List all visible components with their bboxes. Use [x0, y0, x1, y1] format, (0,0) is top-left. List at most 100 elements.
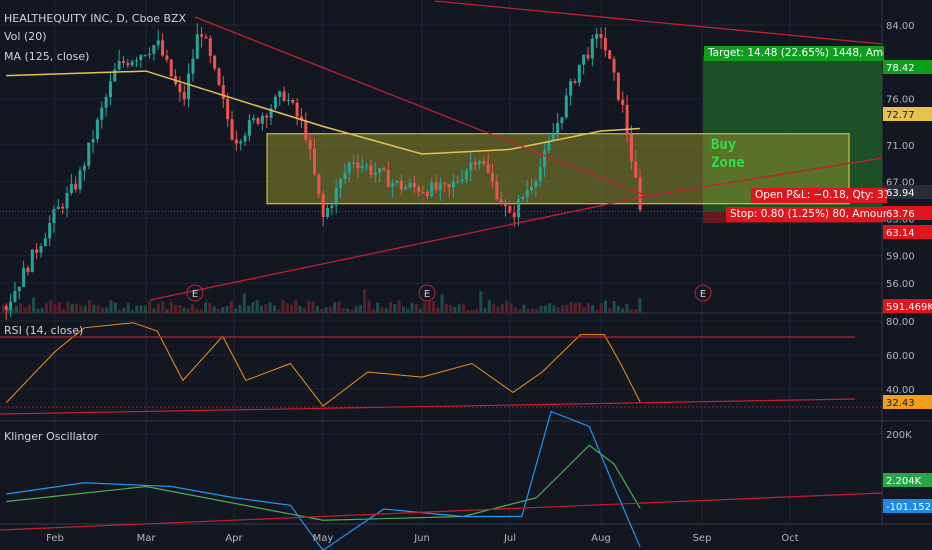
volume-bar: [505, 300, 509, 313]
volume-bar: [599, 302, 603, 313]
volume-bar: [45, 303, 48, 313]
ma-price-tag-bg: [883, 107, 932, 121]
volume-bar: [27, 304, 31, 313]
volume-bar: [462, 303, 466, 313]
volume-bar: [487, 300, 491, 313]
entry-price-tag-bg: [883, 206, 932, 220]
time-axis-tick: Jul: [503, 533, 516, 544]
volume-bar: [75, 303, 79, 313]
candle-body: [304, 120, 308, 140]
volume-bar: [165, 309, 169, 313]
rsi-axis-tick: 40.00: [886, 385, 915, 396]
volume-bar: [178, 305, 182, 313]
candle-body: [91, 139, 95, 143]
trendline-support: [149, 195, 648, 301]
volume-bar: [285, 303, 289, 313]
candle-body: [13, 291, 17, 302]
candle-body: [326, 208, 330, 217]
candle-body: [35, 249, 39, 253]
volume-bar: [548, 303, 552, 313]
volume-bar: [591, 305, 595, 313]
candle-body: [117, 60, 121, 70]
time-axis-tick: Oct: [781, 533, 798, 544]
volume-bar: [406, 308, 410, 313]
volume-bar: [217, 309, 220, 313]
candle-body: [486, 163, 490, 173]
volume-bar: [561, 305, 564, 313]
volume-bar: [234, 308, 238, 313]
candle-body: [512, 212, 516, 218]
klinger-signal-tag: 2.204K: [886, 476, 922, 487]
candle-body: [543, 150, 547, 168]
candle-body: [165, 55, 169, 60]
volume-bar: [629, 309, 633, 313]
candle-body: [278, 91, 282, 97]
stop-price-tag-bg: [883, 225, 932, 239]
volume-bar: [513, 307, 517, 313]
volume-bar: [556, 307, 560, 313]
candle-body: [525, 190, 529, 198]
candle-body: [443, 182, 447, 185]
volume-bar: [530, 308, 534, 313]
volume-bar: [191, 303, 195, 313]
volume-bar: [328, 306, 332, 313]
volume-bar: [475, 309, 478, 313]
candle-body: [234, 139, 238, 144]
candle-body: [148, 53, 152, 56]
price-axis-tick: 84.00: [886, 21, 915, 32]
volume-bar: [483, 308, 487, 313]
ma-price-tag: 72.77: [886, 110, 915, 121]
volume-bar: [569, 302, 573, 313]
volume-bar: [131, 309, 134, 313]
volume-bar: [208, 302, 212, 313]
volume-bar: [238, 305, 242, 313]
stop-label[interactable]: Stop: 0.80 (1.25%) 80, Amount: 7: [726, 207, 886, 222]
volume-bar: [440, 294, 444, 313]
candle-body: [260, 115, 264, 124]
volume-bar: [225, 305, 229, 313]
candle-body: [252, 118, 256, 121]
volume-bar: [186, 308, 190, 313]
volume-bar: [311, 301, 315, 313]
candle-body: [603, 37, 607, 51]
volume-bar: [277, 309, 281, 313]
candle-body: [139, 55, 143, 61]
candle-body: [599, 34, 603, 38]
candle-body: [621, 99, 625, 105]
candle-body: [378, 168, 382, 173]
open-pl-label[interactable]: Open P&L: −0.18, Qty: 312: [751, 188, 887, 203]
candle-body: [82, 165, 86, 171]
candle-body: [74, 183, 78, 190]
volume-bar: [337, 300, 341, 313]
volume-bar: [49, 300, 53, 313]
candle-body: [417, 186, 421, 192]
time-axis-tick: Aug: [591, 533, 611, 544]
candle-body: [547, 141, 551, 151]
volume-bar: [105, 307, 109, 313]
volume-bar: [466, 309, 470, 313]
volume-bar: [212, 306, 216, 313]
candle-body: [121, 60, 125, 64]
volume-bar: [122, 307, 126, 313]
volume-bar: [509, 303, 513, 313]
volume-bar: [324, 307, 328, 313]
candle-body: [482, 161, 486, 164]
candle-body: [625, 104, 629, 135]
candle-body: [430, 182, 434, 196]
volume-bar: [393, 304, 397, 313]
candle-body: [204, 36, 208, 39]
volume-tag-bg: [883, 299, 932, 313]
earnings-marker: [186, 284, 204, 302]
candle-body: [495, 181, 499, 200]
target-label[interactable]: Target: 14.48 (22.65%) 1448, Amount: [704, 46, 884, 61]
candle-body: [460, 179, 464, 182]
candle-body: [265, 115, 269, 118]
volume-bar: [397, 300, 401, 313]
volume-bar: [62, 309, 66, 313]
volume-bar: [625, 304, 629, 313]
volume-bar: [376, 302, 380, 313]
candle-body: [4, 306, 8, 310]
volume-bar: [242, 293, 246, 313]
candle-body: [191, 58, 195, 74]
